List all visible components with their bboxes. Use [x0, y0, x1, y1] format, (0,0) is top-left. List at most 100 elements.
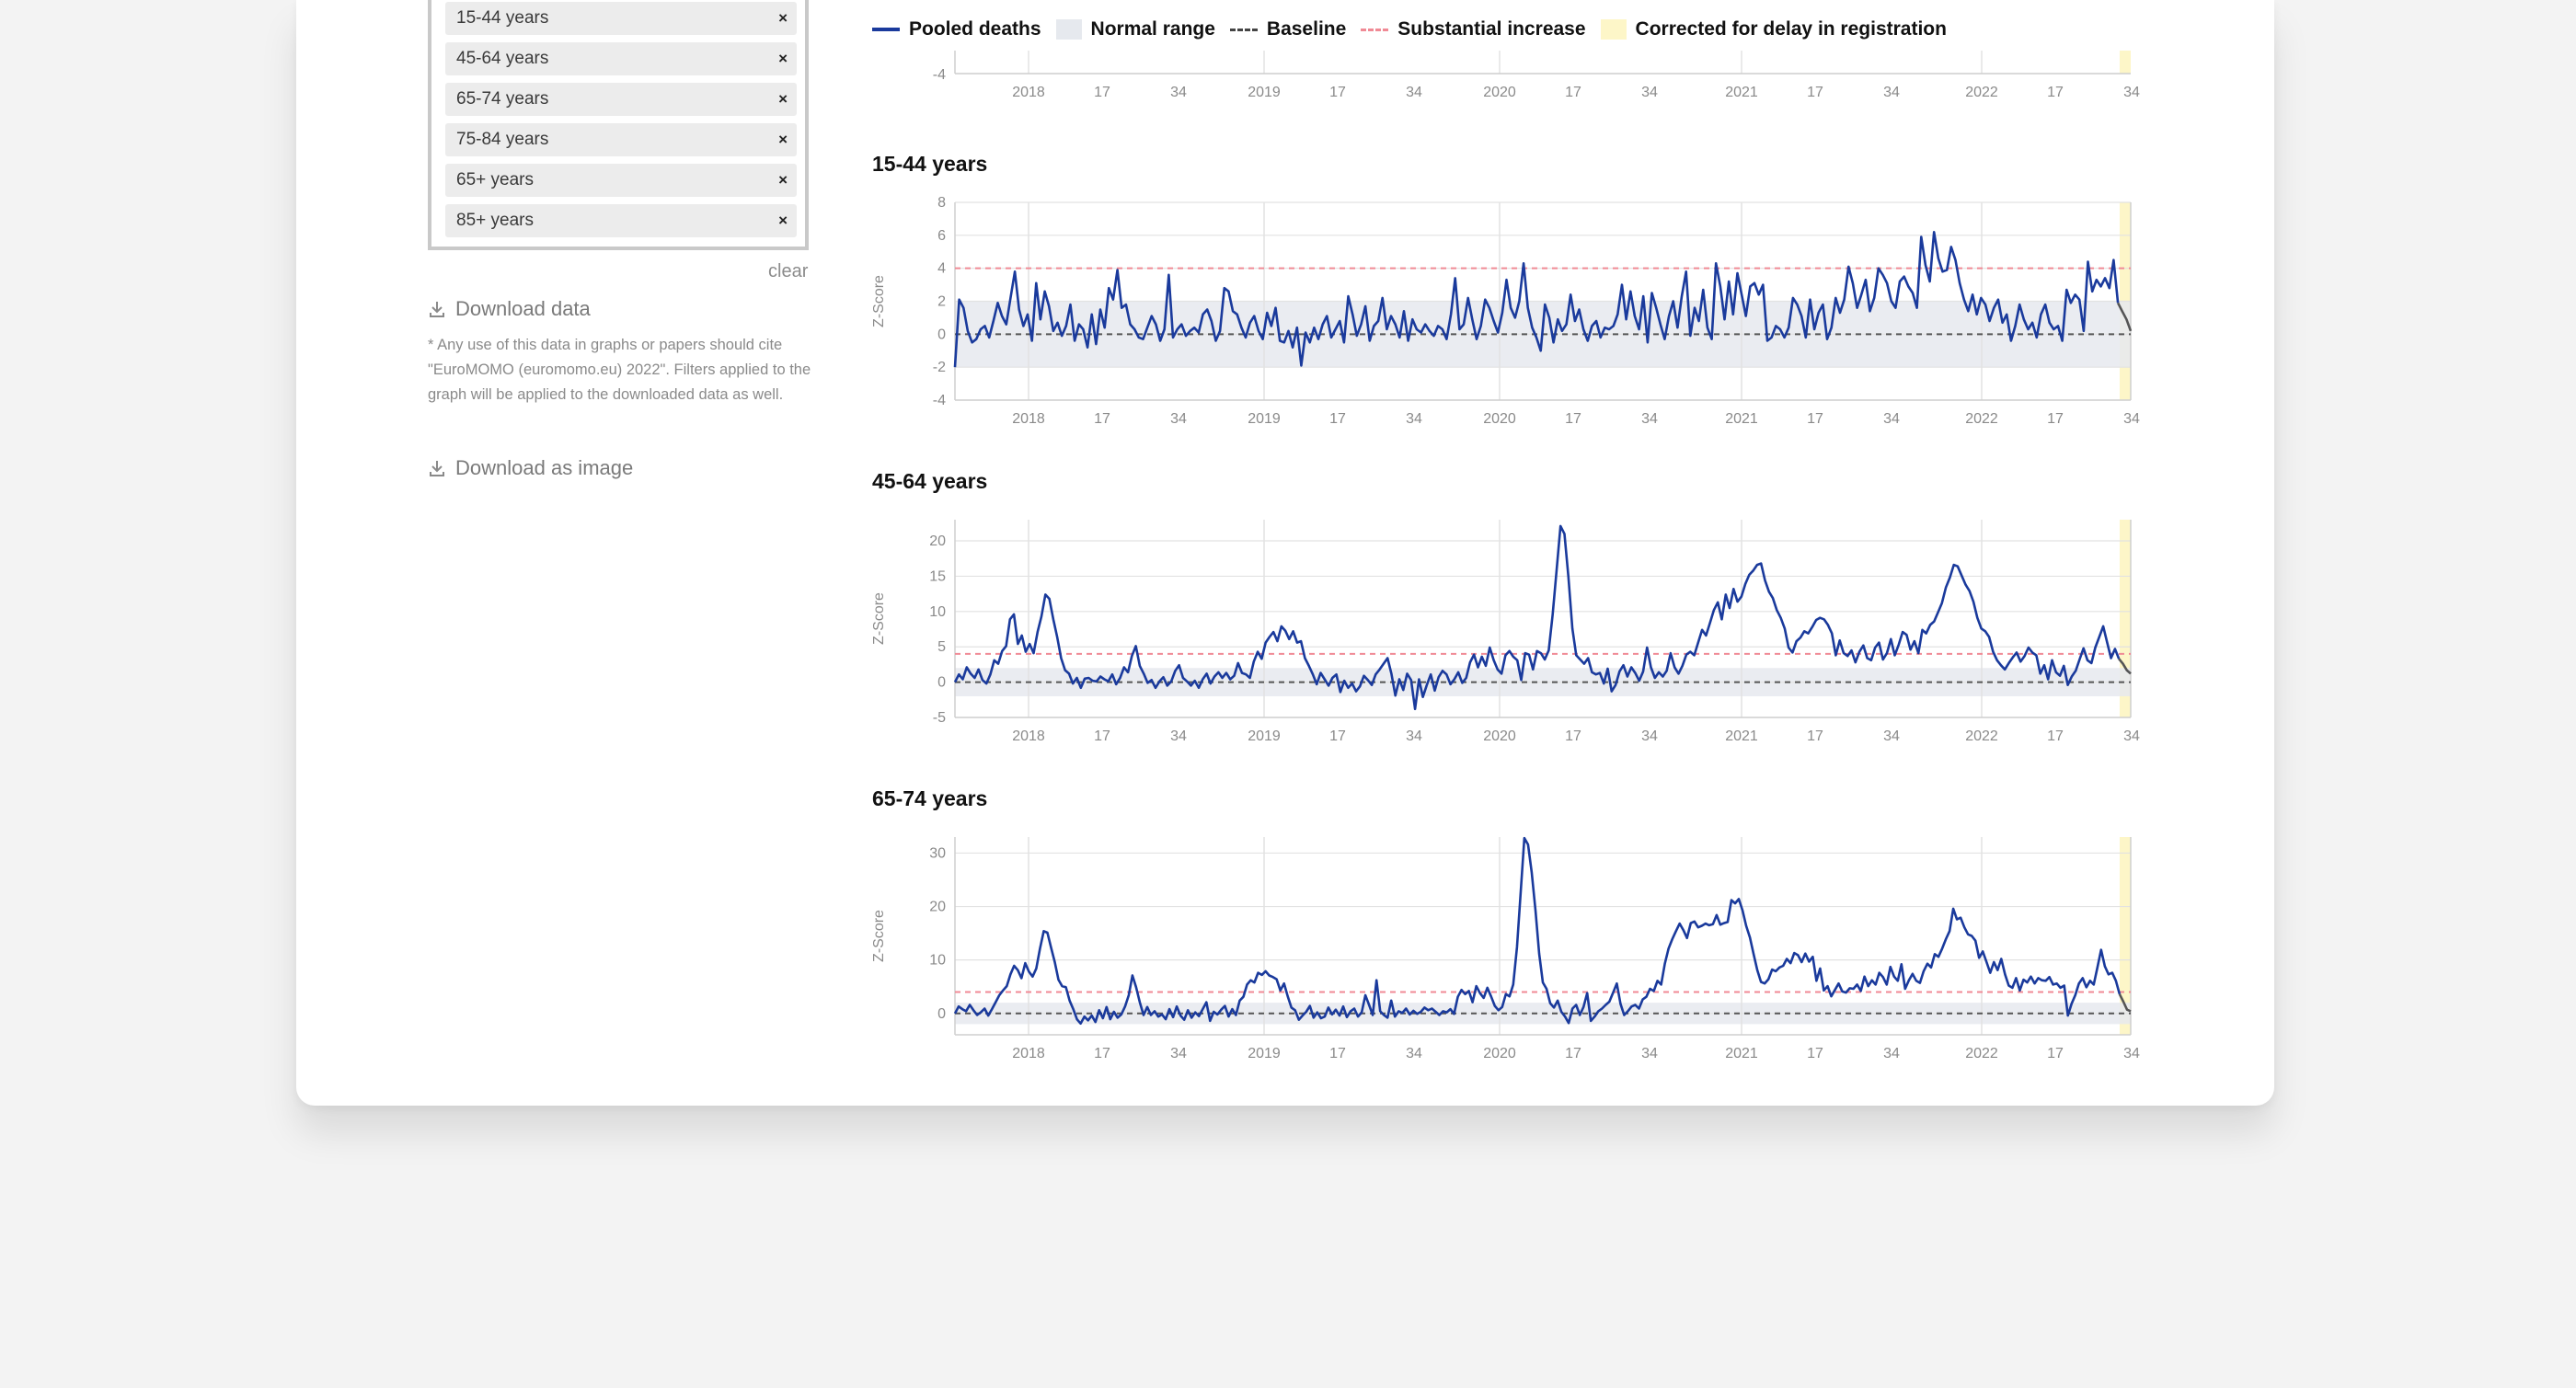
x-tick-label: 34	[1406, 728, 1422, 744]
chart-65-74: 0 10 20 30 2018 17 34 2019 17 34 2020 17 34 2021 17 34 2…	[871, 836, 2140, 1061]
x-tick-label: 17	[1807, 85, 1823, 100]
filter-chip-label: 65-74 years	[456, 89, 549, 109]
legend-item-pooled[interactable]: Pooled deaths	[872, 18, 1041, 40]
x-tick-label: 17	[1565, 85, 1581, 100]
x-tick-label: 34	[2123, 728, 2140, 744]
remove-chip-icon[interactable]: ×	[778, 90, 788, 108]
filter-chip: 65-74 years ×	[445, 83, 797, 116]
filter-chip-label: 45-64 years	[456, 49, 549, 68]
pooled-deaths-delay-line	[2118, 658, 2132, 675]
filter-chip: 85+ years ×	[445, 204, 797, 237]
x-tick-label: 17	[2047, 728, 2064, 744]
download-data-link[interactable]: Download data	[428, 297, 591, 321]
pooled-deaths-delay-line	[2118, 993, 2132, 1013]
x-tick-label: 17	[1807, 1046, 1823, 1061]
x-tick-label: 2019	[1248, 411, 1281, 427]
y-tick-label: 8	[937, 195, 946, 211]
remove-chip-icon[interactable]: ×	[778, 9, 788, 27]
filter-chip: 65+ years ×	[445, 164, 797, 197]
legend-label: Normal range	[1090, 18, 1215, 40]
pooled-deaths-line	[953, 524, 2121, 711]
x-tick-label: 34	[1641, 728, 1658, 744]
x-tick-label: 34	[1883, 728, 1900, 744]
filter-chip: 15-44 years ×	[445, 2, 797, 35]
chart-title-15-44: 15-44 years	[872, 152, 988, 176]
chart-title-45-64: 45-64 years	[872, 469, 988, 493]
x-tick-label: 2021	[1725, 1046, 1758, 1061]
filter-chip-label: 75-84 years	[456, 130, 549, 149]
download-image-link[interactable]: Download as image	[428, 456, 633, 480]
citation-note: * Any use of this data in graphs or pape…	[428, 337, 811, 403]
download-image-label: Download as image	[455, 456, 634, 479]
filter-chip: 45-64 years ×	[445, 42, 797, 75]
filter-chip-label: 85+ years	[456, 211, 534, 230]
x-tick-label: 17	[1565, 411, 1581, 427]
legend-item-baseline[interactable]: Baseline	[1229, 18, 1346, 40]
legend-item-normal[interactable]: Normal range	[1055, 18, 1215, 40]
y-tick-label: 30	[929, 845, 946, 861]
y-tick-label: -4	[933, 393, 946, 408]
download-data-label: Download data	[455, 297, 591, 320]
chart-45-64: -5 0 5 10 15 20 2018 17 34 2019 17 34 2020 17 34 2021 17…	[871, 520, 2140, 744]
clear-filters-link[interactable]: clear	[768, 261, 809, 281]
x-tick-label: 2020	[1483, 85, 1516, 100]
y-tick-label: 4	[937, 261, 946, 277]
y-axis-label: Z-Score	[871, 275, 887, 327]
x-tick-label: 34	[2123, 85, 2140, 100]
x-tick-label: 2019	[1248, 85, 1281, 100]
x-tick-label: 17	[1565, 728, 1581, 744]
y-tick-label: 10	[929, 604, 946, 620]
x-tick-label: 34	[2123, 1046, 2140, 1061]
x-tick-label: 17	[1329, 1046, 1346, 1061]
x-tick-label: 2020	[1483, 728, 1516, 744]
download-icon	[430, 461, 444, 476]
x-tick-label: 2018	[1012, 728, 1045, 744]
x-tick-label: 2021	[1725, 85, 1758, 100]
chart-title-65-74: 65-74 years	[872, 786, 988, 810]
x-tick-label: 2021	[1725, 728, 1758, 744]
legend-item-delay[interactable]: Corrected for delay in registration	[1600, 18, 1947, 40]
y-tick-label: 6	[937, 228, 946, 244]
legend-label: Substantial increase	[1397, 18, 1586, 40]
x-tick-label: 2018	[1012, 411, 1045, 427]
y-tick-label: -2	[933, 360, 946, 375]
remove-chip-icon[interactable]: ×	[778, 131, 788, 148]
pooled-deaths-line	[953, 836, 2122, 1026]
legend-label: Pooled deaths	[909, 18, 1041, 40]
y-tick-label: 2	[937, 294, 946, 310]
x-tick-label: 34	[1406, 1046, 1422, 1061]
x-tick-label: 17	[2047, 411, 2064, 427]
y-tick-label: -5	[933, 710, 946, 726]
delay-band	[2120, 51, 2131, 74]
y-axis-label: Z-Score	[871, 910, 887, 962]
y-tick-label: 20	[929, 900, 946, 915]
chart-15-44: -4 -2 0 2 4 6 8 2018 17 34 2019 17 34 2020 17 34 2021 17 3…	[871, 195, 2140, 427]
x-tick-label: 34	[1883, 411, 1900, 427]
x-tick-label: 17	[1094, 1046, 1110, 1061]
x-tick-label: 34	[1170, 85, 1187, 100]
filter-chip-label: 65+ years	[456, 170, 534, 189]
x-tick-label: 34	[1406, 85, 1422, 100]
x-tick-label: 2022	[1965, 1046, 1998, 1061]
substantial-swatch	[1361, 28, 1389, 31]
chart-legend: Pooled deaths Normal range Baseline Subs…	[872, 18, 1961, 40]
chart-top-partial: -4 2018 17 34 2019 17 34 2020 17 34 2021 17 34 2022 17…	[933, 51, 2140, 100]
legend-item-substantial[interactable]: Substantial increase	[1361, 18, 1586, 40]
y-tick-label: 15	[929, 568, 946, 584]
x-tick-label: 2018	[1012, 1046, 1045, 1061]
baseline-swatch	[1229, 28, 1258, 31]
x-tick-label: 34	[1641, 85, 1658, 100]
x-tick-label: 2022	[1965, 85, 1998, 100]
x-tick-label: 34	[1641, 411, 1658, 427]
remove-chip-icon[interactable]: ×	[778, 50, 788, 67]
x-tick-label: 34	[1170, 728, 1187, 744]
y-tick-label: 0	[937, 1006, 946, 1022]
remove-chip-icon[interactable]: ×	[778, 171, 788, 189]
remove-chip-icon[interactable]: ×	[778, 212, 788, 229]
x-tick-label: 34	[1170, 411, 1187, 427]
y-axis-label: Z-Score	[871, 592, 887, 645]
x-tick-label: 2022	[1965, 728, 1998, 744]
x-tick-label: 34	[1883, 85, 1900, 100]
x-tick-label: 2020	[1483, 1046, 1516, 1061]
x-tick-label: 17	[1807, 728, 1823, 744]
